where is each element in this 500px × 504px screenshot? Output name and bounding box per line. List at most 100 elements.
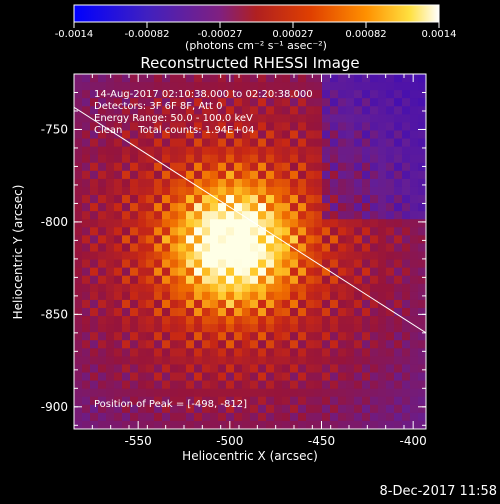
heatmap-cell	[306, 243, 315, 253]
heatmap-cell	[178, 404, 187, 414]
heatmap-cell	[362, 275, 371, 285]
heatmap-cell	[258, 283, 267, 293]
heatmap-cell	[234, 299, 243, 309]
heatmap-cell	[130, 195, 139, 204]
heatmap-cell	[370, 227, 379, 236]
heatmap-cell	[362, 211, 371, 220]
heatmap-cell	[298, 122, 307, 132]
heatmap-cell	[322, 380, 331, 390]
heatmap-cell	[146, 332, 155, 341]
heatmap-cell	[314, 162, 323, 172]
heatmap-cell	[322, 114, 331, 124]
heatmap-cell	[338, 138, 347, 148]
heatmap-cell	[154, 219, 163, 228]
heatmap-cell	[394, 122, 403, 132]
heatmap-cell	[274, 396, 283, 406]
heatmap-cell	[138, 195, 147, 204]
heatmap-cell	[194, 251, 203, 261]
heatmap-cell	[314, 154, 323, 164]
heatmap-cell	[194, 324, 203, 333]
heatmap-cell	[266, 146, 275, 156]
heatmap-cell	[370, 316, 379, 325]
heatmap-cell	[90, 283, 99, 293]
heatmap-cell	[330, 324, 339, 333]
heatmap-cell	[234, 251, 243, 261]
heatmap-cell	[306, 396, 315, 406]
heatmap-cell	[250, 195, 259, 204]
heatmap-cell	[114, 227, 123, 236]
heatmap-cell	[418, 195, 426, 204]
heatmap-cell	[90, 275, 99, 285]
heatmap-cell	[162, 388, 171, 398]
heatmap-cell	[218, 211, 227, 220]
heatmap-cell	[282, 162, 291, 172]
heatmap-cell	[418, 90, 426, 99]
heatmap-cell	[354, 275, 363, 285]
heatmap-cell	[74, 162, 83, 172]
heatmap-cell	[274, 162, 283, 172]
heatmap-cell	[98, 219, 107, 228]
heatmap-cell	[306, 332, 315, 341]
heatmap-cell	[402, 211, 411, 220]
heatmap-cell	[338, 98, 347, 107]
heatmap-cell	[346, 170, 355, 180]
heatmap-cell	[306, 299, 315, 309]
heatmap-cell	[410, 404, 419, 414]
heatmap-cell	[418, 219, 426, 228]
plot-frame	[73, 73, 427, 430]
heatmap-cell	[322, 219, 331, 228]
heatmap-cell	[98, 396, 107, 406]
heatmap-cell	[314, 122, 323, 132]
x-axis-label: Heliocentric X (arcsec)	[182, 449, 318, 463]
heatmap-cell	[314, 316, 323, 325]
heatmap-cell	[306, 114, 315, 124]
heatmap-cell	[130, 122, 139, 132]
heatmap-cell	[146, 307, 155, 317]
heatmap-cell	[266, 340, 275, 349]
heatmap-cell	[218, 219, 227, 228]
heatmap-cell	[322, 291, 331, 301]
heatmap-cell	[290, 396, 299, 406]
heatmap-cell	[210, 130, 219, 140]
heatmap-cell	[322, 138, 331, 148]
heatmap-cell	[410, 211, 419, 220]
heatmap-cell	[122, 106, 131, 115]
heatmap-cell	[202, 235, 211, 245]
heatmap-cell	[226, 388, 235, 398]
heatmap-cell	[346, 243, 355, 253]
heatmap-cell	[138, 106, 147, 115]
heatmap-cell	[258, 243, 267, 253]
heatmap-cell	[234, 356, 243, 366]
heatmap-cell	[338, 219, 347, 228]
heatmap-cell	[122, 114, 131, 124]
heatmap-cell	[394, 154, 403, 164]
heatmap-cell	[74, 299, 83, 309]
heatmap-cell	[266, 267, 275, 277]
heatmap-cell	[274, 356, 283, 366]
heatmap-cell	[290, 146, 299, 156]
heatmap-cell	[258, 114, 267, 124]
heatmap-cell	[266, 219, 275, 228]
heatmap-cell	[354, 307, 363, 317]
heatmap-cell	[370, 98, 379, 107]
heatmap-cell	[74, 170, 83, 180]
heatmap-cell	[186, 203, 195, 212]
heatmap-cell	[274, 348, 283, 357]
heatmap-cell	[282, 404, 291, 414]
heatmap-cell	[106, 170, 115, 180]
heatmap-cell	[306, 380, 315, 390]
heatmap-cell	[346, 412, 355, 422]
heatmap-cell	[250, 227, 259, 236]
heatmap-cell	[282, 90, 291, 99]
heatmap-cell	[402, 275, 411, 285]
heatmap-cell	[330, 243, 339, 253]
heatmap-cell	[402, 348, 411, 357]
heatmap-cell	[106, 74, 115, 83]
heatmap-cell	[114, 332, 123, 341]
heatmap-cell	[90, 356, 99, 366]
heatmap-cell	[210, 178, 219, 188]
heatmap-cell	[330, 114, 339, 124]
heatmap-cell	[122, 122, 131, 132]
heatmap-cell	[218, 259, 227, 269]
heatmap-cell	[306, 90, 315, 99]
